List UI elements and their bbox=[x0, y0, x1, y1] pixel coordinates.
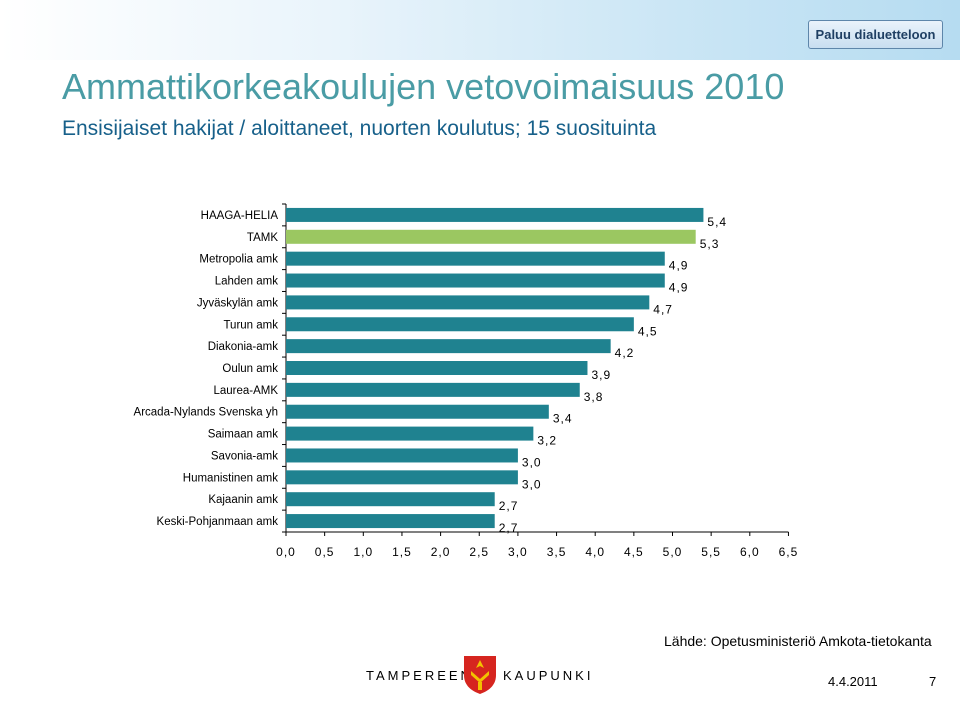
x-tick-label: 5,5 bbox=[701, 545, 721, 559]
category-label: Jyväskylän amk bbox=[197, 297, 278, 309]
x-tick-label: 3,5 bbox=[547, 545, 567, 559]
category-label: Arcada-Nylands Svenska yh bbox=[134, 407, 278, 419]
category-label: Savonia-amk bbox=[211, 450, 278, 462]
bar-value-label: 4,7 bbox=[653, 302, 673, 316]
x-tick-label: 3,0 bbox=[508, 545, 528, 559]
brand-text-right: KAUPUNKI bbox=[503, 668, 594, 683]
bar-value-label: 3,2 bbox=[537, 434, 557, 448]
bar bbox=[286, 251, 665, 266]
bar-value-label: 3,9 bbox=[591, 368, 611, 382]
brand-text-left: TAMPEREEN bbox=[366, 668, 473, 683]
x-tick-label: 5,0 bbox=[663, 545, 683, 559]
category-label: TAMK bbox=[247, 232, 278, 244]
bar-value-label: 3,0 bbox=[522, 477, 542, 491]
back-to-slide-list-button[interactable]: Paluu dialuetteloon bbox=[808, 20, 943, 49]
slide-number: 7 bbox=[929, 674, 937, 689]
x-tick-label: 2,0 bbox=[431, 545, 451, 559]
category-label: HAAGA-HELIA bbox=[201, 210, 279, 222]
bar-value-label: 5,4 bbox=[707, 215, 727, 229]
bar-value-label: 3,0 bbox=[522, 455, 542, 469]
page-subtitle: Ensisijaiset hakijat / aloittaneet, nuor… bbox=[62, 117, 657, 140]
category-label: Metropolia amk bbox=[199, 254, 278, 266]
header-band bbox=[0, 0, 960, 60]
x-tick-label: 4,5 bbox=[624, 545, 644, 559]
bar-value-label: 4,9 bbox=[669, 259, 689, 273]
x-tick-label: 6,0 bbox=[740, 545, 760, 559]
bar bbox=[286, 339, 611, 354]
bar bbox=[286, 361, 588, 375]
category-label: Oulun amk bbox=[222, 363, 278, 375]
bar bbox=[286, 470, 518, 485]
category-label: Diakonia-amk bbox=[208, 341, 279, 353]
category-label: Lahden amk bbox=[215, 276, 279, 288]
category-label: Saimaan amk bbox=[208, 429, 279, 441]
source-note: Lähde: Opetusministeriö Amkota-tietokant… bbox=[664, 633, 932, 649]
bar-value-label: 5,3 bbox=[700, 237, 720, 251]
bar bbox=[286, 492, 495, 507]
page-title: Ammattikorkeakoulujen vetovoimaisuus 201… bbox=[62, 66, 785, 107]
x-tick-label: 1,0 bbox=[353, 545, 373, 559]
bar-chart: 0,0 0,5 1,0 1,5 2,0 2,5 3,0 3,5 4,0 4,5 5,0 5,5 6,0 6… bbox=[134, 203, 799, 559]
x-tick-label: 0,5 bbox=[315, 545, 335, 559]
bar bbox=[286, 448, 518, 463]
bar bbox=[286, 273, 665, 288]
category-label: Keski-Pohjanmaan amk bbox=[157, 516, 279, 528]
bar bbox=[286, 514, 495, 529]
x-tick-label: 4,0 bbox=[585, 545, 605, 559]
bar bbox=[286, 426, 534, 441]
bar-value-label: 3,8 bbox=[584, 390, 604, 404]
bar bbox=[286, 317, 634, 332]
tampere-crest-logo bbox=[464, 656, 496, 694]
category-label: Humanistinen amk bbox=[183, 472, 278, 484]
bar-value-label: 3,4 bbox=[553, 412, 573, 426]
bar bbox=[286, 207, 704, 222]
bar-value-label: 4,5 bbox=[638, 324, 658, 338]
category-label: Turun amk bbox=[223, 319, 278, 331]
slide-date: 4.4.2011 bbox=[828, 674, 878, 689]
x-tick-label: 0,0 bbox=[276, 545, 296, 559]
bar bbox=[286, 404, 549, 419]
x-tick-label: 2,5 bbox=[469, 545, 489, 559]
category-label: Kajaanin amk bbox=[208, 494, 278, 506]
bar bbox=[286, 382, 580, 397]
bar-value-label: 2,7 bbox=[499, 521, 519, 535]
category-label: Laurea-AMK bbox=[213, 385, 278, 397]
bar-value-label: 4,9 bbox=[669, 281, 689, 295]
bar-value-label: 2,7 bbox=[499, 499, 519, 513]
bar-value-label: 4,2 bbox=[615, 346, 635, 360]
x-tick-label: 6,5 bbox=[779, 545, 799, 559]
bar bbox=[286, 229, 696, 244]
bar bbox=[286, 295, 650, 310]
x-tick-label: 1,5 bbox=[392, 545, 412, 559]
